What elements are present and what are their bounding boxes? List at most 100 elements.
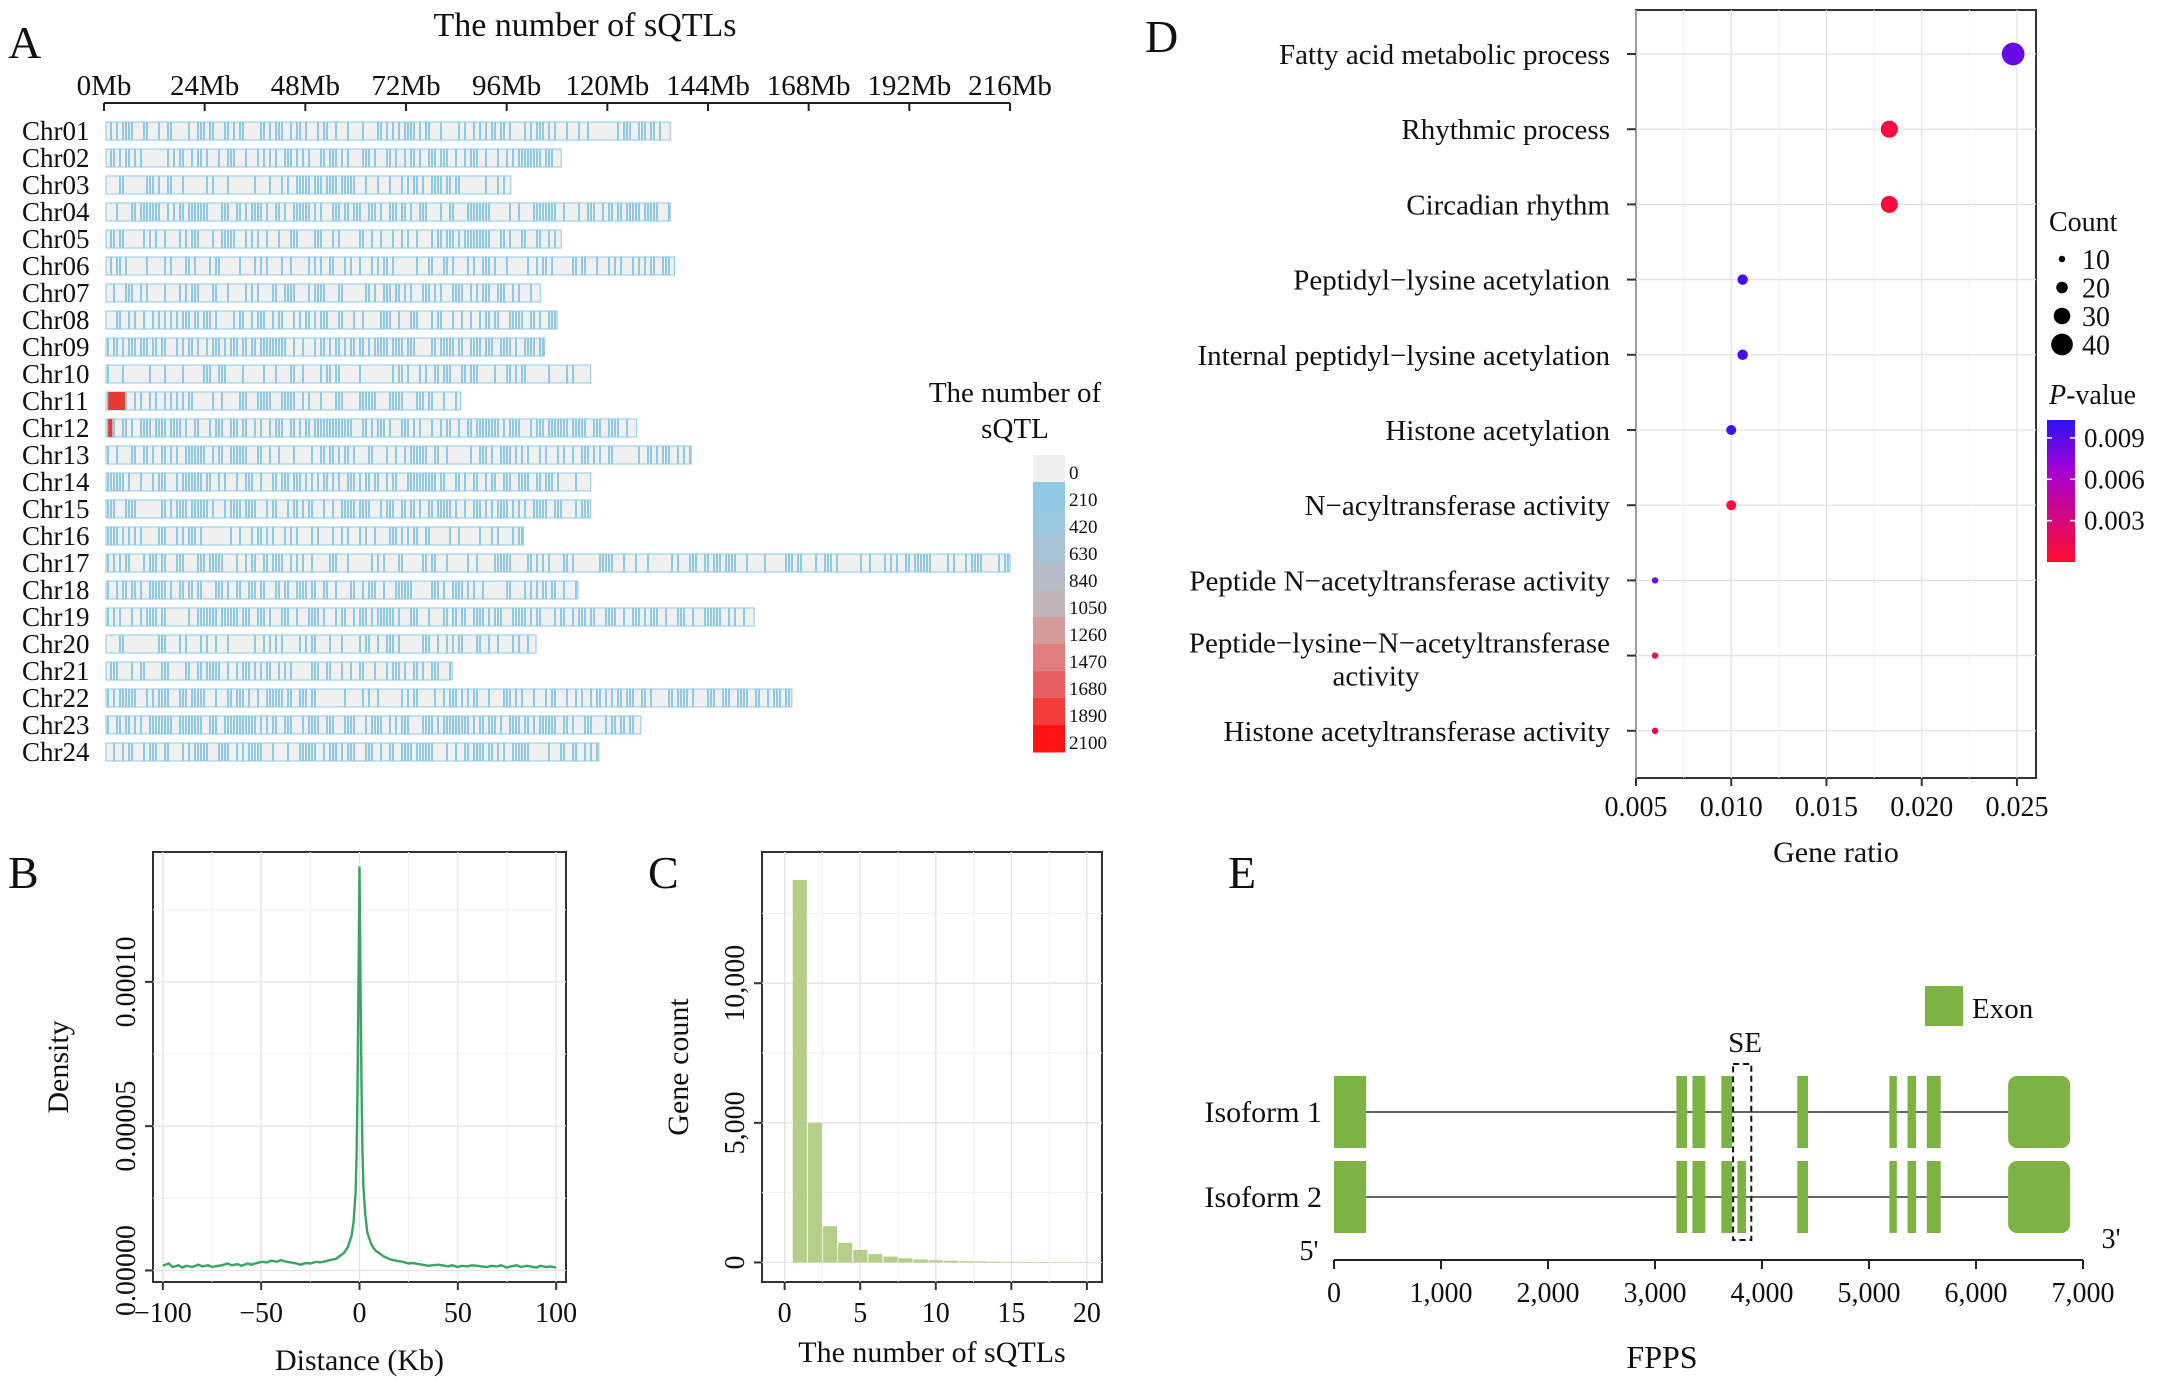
panel-a-chromosomes: Chr01Chr02Chr03Chr04Chr05Chr06Chr07Chr08…	[22, 116, 1011, 767]
chromosome-row: Chr21	[22, 656, 453, 686]
panel-a-title: The number of sQTLs	[433, 7, 736, 44]
sqtl-stripes	[110, 257, 670, 275]
chromosome-label: Chr20	[22, 629, 90, 659]
panel-a-axis-tick-label: 72Mb	[371, 70, 440, 102]
panel-b-plot: −100 −50 0 50 100 0.00000 0.00005 0.00010 Distan…	[42, 852, 577, 1377]
panel-a-axis-tick-label: 168Mb	[767, 70, 851, 102]
chromosome-row: Chr10	[22, 359, 592, 389]
exon-block	[2008, 1076, 2071, 1148]
chromosome-row: Chr02	[22, 143, 562, 173]
exon-block	[1737, 1161, 1746, 1233]
histogram-bar	[853, 1249, 868, 1263]
histogram-bar	[989, 1261, 1004, 1263]
legend-level-label: 1890	[1069, 706, 1107, 727]
chromosome-label: Chr16	[22, 521, 90, 551]
exon-block	[1676, 1076, 1688, 1148]
y-axis-title: Density	[42, 1020, 75, 1113]
sqtl-stripes	[116, 311, 556, 329]
sqtl-stripes	[116, 203, 670, 221]
panel-a-legend: The number of sQTL 0 210 420 630 840 1050 1260…	[929, 377, 1107, 754]
chromosome-row: Chr11	[22, 386, 462, 416]
legend-color-swatch	[1033, 563, 1065, 591]
panel-a-legend-title-line1: The number of	[929, 377, 1102, 409]
gene-axis-tick-label: 7,000	[2052, 1278, 2115, 1309]
color-legend-label: 0.009	[2084, 423, 2145, 453]
enrichment-point	[1737, 349, 1748, 361]
exon-block	[1926, 1076, 1941, 1148]
panel-a-legend-title-line2: sQTL	[981, 413, 1049, 445]
size-legend-dot	[2053, 307, 2071, 325]
legend-level-label: 0	[1069, 463, 1079, 484]
sqtl-stripes	[107, 554, 1009, 572]
exon-block	[2008, 1161, 2071, 1233]
exon-legend-swatch	[1925, 986, 1963, 1026]
chromosome-bar	[105, 202, 671, 222]
enrichment-point	[1737, 274, 1748, 285]
histogram-bar	[868, 1254, 883, 1263]
color-legend-bar	[2047, 420, 2075, 562]
enrichment-point	[1726, 500, 1737, 511]
sqtl-stripes	[110, 149, 553, 167]
sqtl-stripes	[107, 716, 634, 734]
x-tick-label: 0.020	[1890, 792, 1953, 823]
chromosome-row: Chr13	[22, 440, 692, 470]
x-tick-label: 0.005	[1605, 792, 1668, 823]
x-tick-label: 100	[535, 1298, 577, 1329]
chromosome-bar	[105, 634, 537, 654]
legend-level-label: 1050	[1069, 598, 1107, 619]
term-label: Fatty acid metabolic process	[1279, 39, 1610, 71]
sqtl-stripes	[119, 635, 529, 653]
histogram-bar	[1019, 1261, 1034, 1263]
x-tick-label: −50	[239, 1298, 283, 1329]
enrichment-point	[1651, 577, 1659, 584]
chromosome-label: Chr22	[22, 683, 90, 713]
x-tick-label: 20	[1073, 1298, 1101, 1329]
chromosome-bar	[105, 526, 524, 546]
chromosome-row: Chr16	[22, 521, 524, 551]
term-label: Peptide N−acetyltransferase activity	[1189, 565, 1610, 597]
chromosome-row: Chr15	[22, 494, 592, 524]
sqtl-stripes	[107, 419, 628, 437]
panel-a-axis-tick-label: 216Mb	[968, 70, 1052, 102]
chromosome-label: Chr07	[22, 278, 90, 308]
chromosome-bar	[105, 445, 692, 465]
se-label: SE	[1728, 1027, 1762, 1059]
chromosome-label: Chr24	[22, 737, 90, 767]
chromosome-label: Chr10	[22, 359, 90, 389]
legend-color-swatch	[1033, 590, 1065, 618]
chromosome-row: Chr03	[22, 170, 512, 200]
chromosome-bar	[105, 256, 675, 276]
sqtl-stripes	[110, 122, 661, 140]
exon-block	[1926, 1161, 1941, 1233]
histogram-bar	[928, 1260, 943, 1263]
panel-e-plot: Exon SE Isoform 1 Isoform 2 5' 3' 0 1,000 2,000 3…	[1205, 986, 2121, 1375]
legend-level-label: 840	[1069, 571, 1098, 592]
chromosome-row: Chr12	[22, 413, 638, 443]
term-label: Internal peptidyl−lysine acetylation	[1197, 340, 1610, 372]
enrichment-point	[1880, 195, 1898, 213]
panel-d-color-legend-title-italic: P	[2048, 380, 2066, 411]
panel-d-color-legend-title-rest: -value	[2066, 380, 2136, 411]
legend-color-swatch	[1033, 698, 1065, 726]
size-legend-dot	[2051, 333, 2073, 356]
size-legend-label: 10	[2082, 245, 2110, 276]
histogram-bar	[807, 1122, 822, 1263]
sqtl-stripes	[107, 446, 691, 464]
isoform-label: Isoform 1	[1205, 1096, 1322, 1129]
size-legend-label: 20	[2082, 274, 2110, 305]
chromosome-label: Chr12	[22, 413, 90, 443]
sqtl-stripes	[110, 662, 451, 680]
exon-block	[1797, 1161, 1809, 1233]
panel-e: E Exon SE Isoform 1 Isoform 2 5' 3' 0 1,000 2,00…	[1205, 847, 2121, 1375]
chromosome-row: Chr23	[22, 710, 642, 740]
x-tick-label: 0	[353, 1298, 367, 1329]
chromosome-row: Chr19	[22, 602, 755, 632]
three-prime-label: 3'	[2101, 1224, 2120, 1255]
panel-a-axis-tick-label: 24Mb	[170, 70, 239, 102]
term-label: Circadian rhythm	[1406, 189, 1610, 221]
sqtl-stripes	[107, 581, 577, 599]
gene-name-label: FPPS	[1626, 1339, 1697, 1375]
sqtl-stripes	[113, 284, 532, 302]
sqtl-stripes	[107, 473, 577, 491]
